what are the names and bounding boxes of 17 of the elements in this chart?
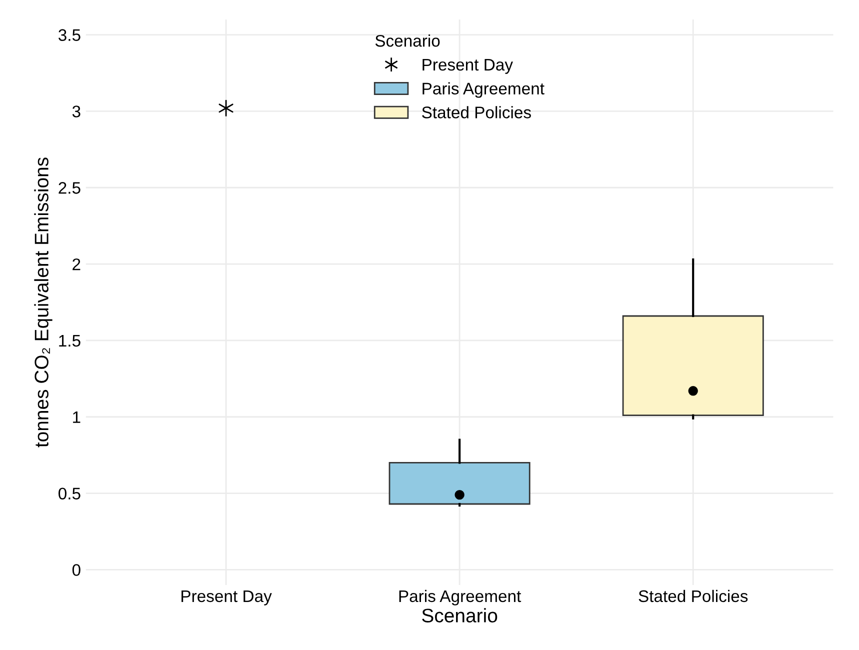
legend-label: Stated Policies (422, 106, 531, 118)
legend-label: Present Day (422, 58, 513, 74)
y-tick-label: 1.5 (59, 335, 80, 347)
y-axis-title: tonnes CO₂ Equivalent Emissions (34, 158, 52, 448)
y-tick-label: 0.5 (58, 488, 80, 500)
x-tick-label: Paris Agreement (399, 590, 522, 606)
y-tick-label: 1 (73, 411, 80, 423)
y-tick-label: 3.5 (58, 29, 80, 41)
x-tick-label: Stated Policies (638, 590, 748, 602)
y-tick-label: 2.5 (58, 182, 80, 194)
legend-label: Paris Agreement (422, 82, 544, 98)
y-tick-label: 3 (72, 106, 80, 118)
legend-title: Scenario (422, 608, 498, 622)
x-tick-label: Present Day (182, 590, 272, 606)
y-tick-label: 0 (72, 564, 80, 576)
x-axis-title: Scenario (375, 34, 440, 47)
y-tick-label: 2 (72, 258, 80, 270)
